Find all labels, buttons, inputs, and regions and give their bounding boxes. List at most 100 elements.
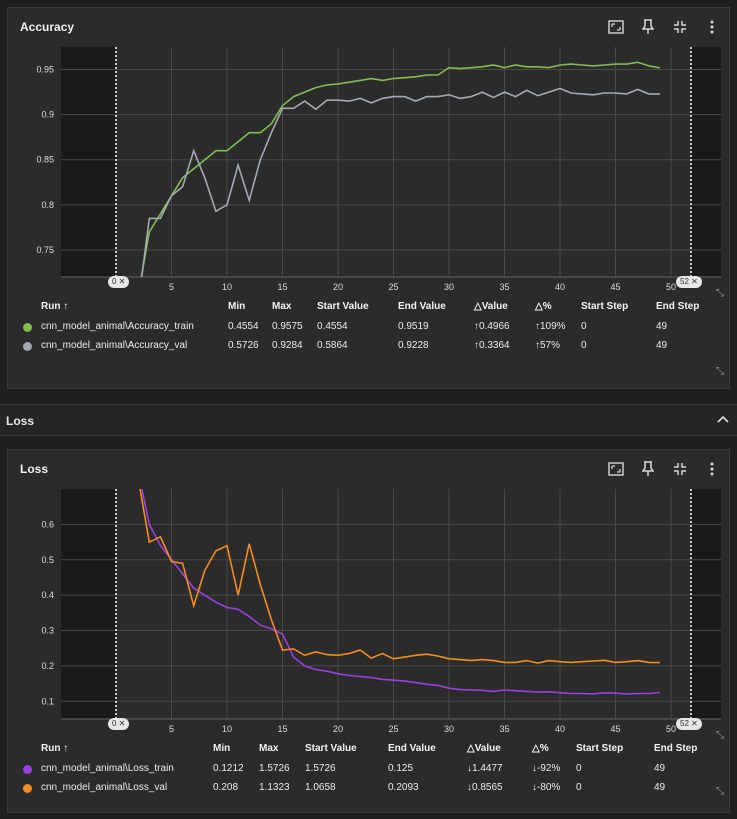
section-header-loss[interactable]: Loss bbox=[0, 404, 737, 436]
start-step: 0 bbox=[581, 321, 587, 332]
start-step: 0 bbox=[576, 763, 582, 774]
col-start-value[interactable]: Start Value bbox=[305, 743, 357, 754]
series-color-dot bbox=[23, 323, 32, 332]
y-tick-label: 0.6 bbox=[41, 519, 54, 529]
delta-value: ↑0.3364 bbox=[474, 340, 510, 351]
start-step: 0 bbox=[576, 782, 582, 793]
accuracy-chart[interactable]: 5 10 15 20 25 30 35 40 45 50 0.75 0.8 0.85 0.9 0.95 bbox=[8, 45, 729, 290]
more-vert-icon[interactable] bbox=[703, 460, 721, 478]
delta-value: ↑0.4966 bbox=[474, 321, 510, 332]
col-delta-value[interactable]: △Value bbox=[467, 743, 501, 754]
y-tick-label: 0.85 bbox=[36, 155, 54, 165]
min-value: 0.1212 bbox=[213, 763, 244, 774]
y-tick-label: 0.4 bbox=[41, 590, 54, 600]
x-tick-label: 50 bbox=[666, 282, 676, 290]
col-start-value[interactable]: Start Value bbox=[317, 301, 369, 312]
pin-icon[interactable] bbox=[639, 460, 657, 478]
col-max[interactable]: Max bbox=[272, 301, 292, 312]
max-value: 1.1323 bbox=[259, 782, 290, 793]
pin-icon[interactable] bbox=[639, 18, 657, 36]
card-title: Loss bbox=[20, 462, 49, 476]
x-tick-label: 25 bbox=[388, 282, 398, 290]
range-start-pill[interactable]: 0 ✕ bbox=[108, 718, 130, 730]
table-row[interactable]: cnn_model_animal\Loss_train 0.1212 1.572… bbox=[8, 763, 729, 781]
loss-card: Loss 5 10 15 20 25 30 35 40 45 50 0.1 0.2 0.3 0.4 0.5 0… bbox=[7, 449, 730, 813]
shaded-region-right bbox=[691, 47, 721, 277]
min-value: 0.5726 bbox=[228, 340, 259, 351]
x-tick-label: 5 bbox=[169, 724, 174, 732]
collapse-icon[interactable] bbox=[671, 460, 689, 478]
min-value: 0.208 bbox=[213, 782, 239, 793]
col-delta-pct[interactable]: △% bbox=[532, 743, 549, 754]
col-run[interactable]: Run ↑ bbox=[41, 301, 69, 312]
resize-handle-icon[interactable]: ⤡ bbox=[716, 288, 724, 299]
x-tick-label: 35 bbox=[499, 282, 509, 290]
col-max[interactable]: Max bbox=[259, 743, 279, 754]
loss-chart[interactable]: 5 10 15 20 25 30 35 40 45 50 0.1 0.2 0.3 0.4 0.5 0.6 bbox=[8, 487, 729, 732]
y-tick-label: 0.9 bbox=[41, 110, 54, 120]
min-value: 0.4554 bbox=[228, 321, 259, 332]
col-min[interactable]: Min bbox=[213, 743, 231, 754]
x-tick-label: 20 bbox=[333, 724, 343, 732]
resize-handle-icon[interactable]: ⤡ bbox=[716, 366, 724, 377]
range-end-pill[interactable]: 52 ✕ bbox=[676, 718, 702, 730]
end-value: 0.125 bbox=[388, 763, 414, 774]
end-step: 49 bbox=[656, 340, 668, 351]
table-row[interactable]: cnn_model_animal\Loss_val 0.208 1.1323 1… bbox=[8, 782, 729, 800]
x-tick-label: 45 bbox=[610, 724, 620, 732]
series-line bbox=[139, 489, 660, 664]
table-header: Run ↑ Min Max Start Value End Value △Val… bbox=[8, 301, 729, 319]
end-value: 0.9228 bbox=[398, 340, 429, 351]
y-tick-label: 0.75 bbox=[36, 245, 54, 255]
table-row[interactable]: cnn_model_animal\Accuracy_val 0.5726 0.9… bbox=[8, 340, 729, 358]
col-delta-pct[interactable]: △% bbox=[535, 301, 552, 312]
series-color-dot bbox=[23, 342, 32, 351]
col-end-value[interactable]: End Value bbox=[388, 743, 436, 754]
card-toolbar bbox=[607, 460, 721, 478]
y-tick-label: 0.8 bbox=[41, 200, 54, 210]
chevron-up-icon[interactable] bbox=[717, 410, 729, 426]
x-tick-label: 15 bbox=[277, 282, 287, 290]
x-tick-label: 40 bbox=[555, 724, 565, 732]
col-end-step[interactable]: End Step bbox=[656, 301, 700, 312]
x-tick-label: 10 bbox=[222, 282, 232, 290]
col-start-step[interactable]: Start Step bbox=[581, 301, 629, 312]
card-toolbar bbox=[607, 18, 721, 36]
col-min[interactable]: Min bbox=[228, 301, 246, 312]
x-tick-label: 20 bbox=[333, 282, 343, 290]
series-color-dot bbox=[23, 784, 32, 793]
more-vert-icon[interactable] bbox=[703, 18, 721, 36]
x-tick-label: 30 bbox=[444, 724, 454, 732]
shaded-region-left bbox=[61, 47, 116, 277]
end-value: 0.9519 bbox=[398, 321, 429, 332]
y-tick-label: 0.95 bbox=[36, 65, 54, 75]
max-value: 1.5726 bbox=[259, 763, 290, 774]
range-end-pill[interactable]: 52 ✕ bbox=[676, 276, 702, 288]
fit-domain-icon[interactable] bbox=[607, 18, 625, 36]
col-end-value[interactable]: End Value bbox=[398, 301, 446, 312]
run-name: cnn_model_animal\Accuracy_val bbox=[41, 340, 188, 351]
col-end-step[interactable]: End Step bbox=[654, 743, 698, 754]
series-color-dot bbox=[23, 765, 32, 774]
delta-pct: ↑109% bbox=[535, 321, 566, 332]
x-tick-label: 15 bbox=[277, 724, 287, 732]
resize-handle-icon[interactable]: ⤡ bbox=[716, 730, 724, 741]
delta-value: ↓1.4477 bbox=[467, 763, 503, 774]
col-delta-value[interactable]: △Value bbox=[474, 301, 508, 312]
fit-domain-icon[interactable] bbox=[607, 460, 625, 478]
col-start-step[interactable]: Start Step bbox=[576, 743, 624, 754]
range-start-pill[interactable]: 0 ✕ bbox=[108, 276, 130, 288]
resize-handle-icon[interactable]: ⤡ bbox=[716, 786, 724, 797]
start-value: 0.5864 bbox=[317, 340, 348, 351]
collapse-icon[interactable] bbox=[671, 18, 689, 36]
x-tick-label: 25 bbox=[388, 724, 398, 732]
delta-pct: ↑57% bbox=[535, 340, 561, 351]
x-tick-label: 40 bbox=[555, 282, 565, 290]
start-value: 1.5726 bbox=[305, 763, 336, 774]
table-row[interactable]: cnn_model_animal\Accuracy_train 0.4554 0… bbox=[8, 321, 729, 339]
col-run[interactable]: Run ↑ bbox=[41, 743, 69, 754]
accuracy-card: Accuracy 5 10 15 20 25 30 35 40 45 50 0.75 0.8 0.85 0… bbox=[7, 7, 730, 389]
y-tick-label: 0.5 bbox=[41, 555, 54, 565]
x-tick-label: 30 bbox=[444, 282, 454, 290]
start-value: 1.0658 bbox=[305, 782, 336, 793]
